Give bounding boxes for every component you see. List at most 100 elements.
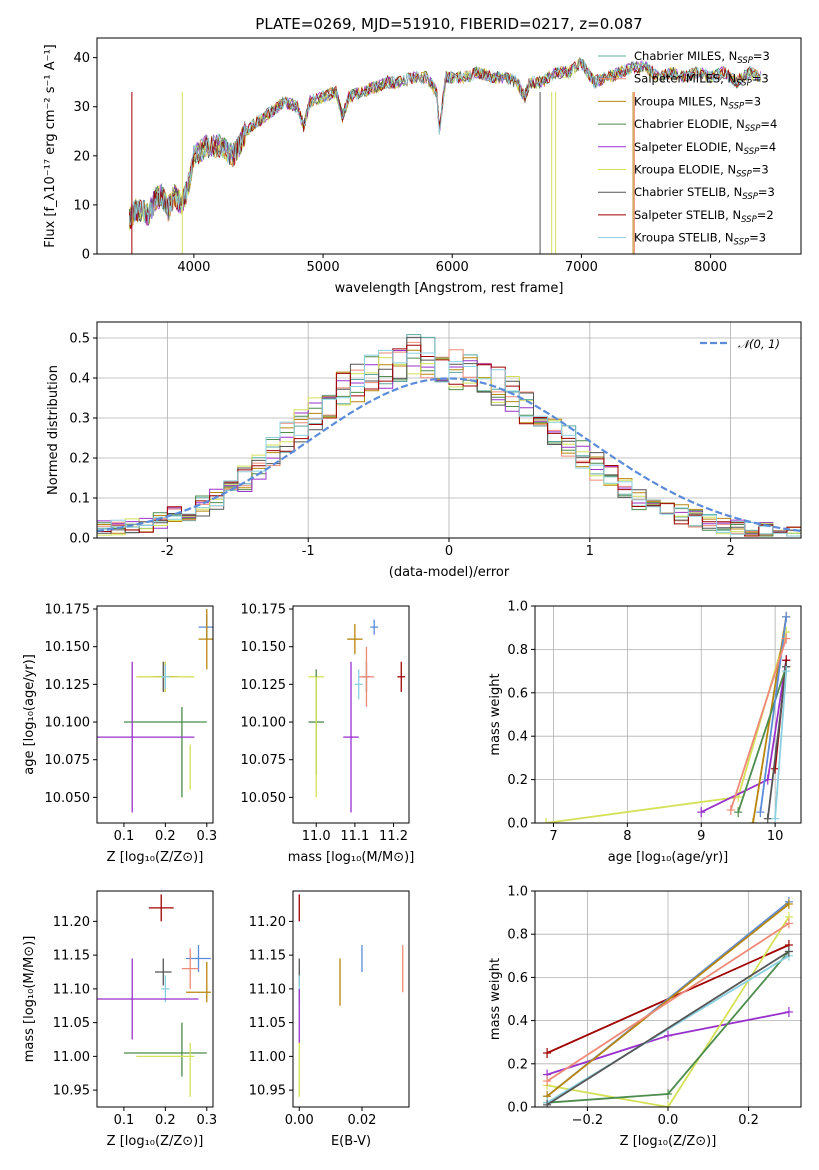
y-axis-label: mass [log₁₀(M/M⊙)]	[22, 936, 37, 1063]
x-tick-label: 8000	[694, 260, 727, 275]
legend-label-sub: SSP	[737, 56, 753, 66]
legend-label: Kroupa ELODIE, NSSP=3	[634, 163, 769, 180]
y-tick-label: 1.0	[507, 600, 528, 615]
y-tick-label: 11.05	[53, 1016, 90, 1031]
x-tick-label: -2	[161, 544, 174, 559]
legend-label-main: Salpeter MILES, N	[634, 72, 736, 86]
series-line	[737, 666, 788, 813]
x-tick-label: 9	[697, 829, 705, 844]
series-line	[729, 638, 788, 811]
y-tick-label: 40	[73, 51, 90, 66]
x-axis-label: Z [log₁₀(Z/Z⊙)]	[107, 1134, 204, 1149]
panel-residuals: 𝒩(0, 1) -2 -1 0 1 2 0.0 0.1 0.2 0.3 0.4 0.5 (data-mo…	[46, 321, 802, 580]
x-tick-label: 6000	[436, 260, 469, 275]
x-tick-label: 11.1	[340, 829, 369, 844]
series-line	[774, 671, 788, 819]
y-tick-label: 11.00	[53, 1050, 90, 1065]
axes-frame	[292, 890, 410, 1108]
y-tick-label: 0.8	[507, 928, 528, 943]
legend-label-suffix: =2	[757, 208, 774, 222]
y-tick-label: 10	[73, 198, 90, 213]
legend-label: Kroupa MILES, NSSP=3	[634, 94, 761, 111]
x-tick-label: 8	[623, 829, 631, 844]
x-tick-label: −0.2	[572, 1113, 604, 1128]
x-tick-label: 0.2	[155, 829, 176, 844]
y-axis-label: mass weight	[488, 673, 503, 755]
legend-label-sub: SSP	[734, 238, 750, 248]
plot-area-spectrum	[128, 56, 761, 254]
legend-label-main: Salpeter ELODIE, N	[634, 140, 744, 154]
y-tick-label: 0.2	[507, 773, 528, 788]
series-line	[546, 903, 790, 1097]
y-tick-label: 0.0	[69, 532, 90, 547]
spectrum-line-k-stelib	[128, 58, 761, 226]
panel-mw_vs_age: 7 8 9 10 0.0 0.2 0.4 0.6 0.8 1.0 age [log₁₀(age/yr…	[488, 600, 802, 865]
x-tick-label: 1	[586, 544, 594, 559]
y-tick-label: 0.8	[507, 643, 528, 658]
legend-label: Salpeter MILES, NSSP=3	[634, 72, 769, 89]
legend-label: Chabrier MILES, NSSP=3	[634, 49, 770, 66]
y-tick-label: 11.10	[53, 982, 90, 997]
x-axis-label: E(B-V)	[331, 1134, 371, 1149]
y-tick-label: 0.0	[507, 1101, 528, 1116]
legend-label-suffix: =4	[759, 140, 776, 154]
y-tick-label: 0.6	[507, 971, 528, 986]
x-tick-label: 7000	[565, 260, 598, 275]
y-tick-label: 10.100	[45, 716, 91, 731]
x-axis-label: Z [log₁₀(Z/Z⊙)]	[620, 1134, 717, 1149]
y-tick-label: 11.15	[249, 949, 286, 964]
legend-label-sub: SSP	[745, 124, 761, 134]
x-tick-label: 10	[767, 829, 784, 844]
x-tick-label: 0.2	[155, 1113, 176, 1128]
legend-label-main: Kroupa STELIB, N	[634, 231, 734, 245]
plot-area-mw_vs_age	[542, 611, 791, 823]
axes-frame	[534, 605, 802, 824]
y-tick-label: 10.175	[45, 603, 91, 618]
plot-area-mass_vs_ebv	[298, 894, 404, 1097]
y-tick-label: 10.075	[45, 753, 91, 768]
x-tick-label: 4000	[177, 260, 210, 275]
legend-label-suffix: =3	[752, 72, 769, 86]
y-axis-label: mass weight	[488, 958, 503, 1040]
x-tick-label: 11.2	[379, 829, 408, 844]
legend-label-main: Chabrier MILES, N	[634, 49, 737, 63]
y-tick-label: 10.125	[241, 678, 287, 693]
axes-frame	[96, 37, 802, 255]
x-tick-label: 0.02	[347, 1113, 376, 1128]
y-tick-label: 10.95	[53, 1084, 90, 1099]
x-tick-label: 5000	[307, 260, 340, 275]
normal-curve	[97, 377, 801, 533]
legend-label-sub: SSP	[744, 147, 760, 157]
legend-label-sub: SSP	[736, 170, 752, 180]
y-tick-label: 11.15	[53, 949, 90, 964]
y-tick-label: 10.150	[45, 640, 91, 655]
x-tick-label: 0.1	[114, 1113, 135, 1128]
axes-frame	[96, 890, 214, 1108]
x-tick-label: 11.0	[302, 829, 331, 844]
y-axis-label: Normed distribution	[46, 365, 61, 495]
series-line	[752, 616, 788, 823]
panel-mass_vs_ebv: 0.00 0.02 10.95 11.00 11.05 11.10 11.15 11.20 E(…	[249, 890, 410, 1149]
series-line	[546, 922, 790, 1082]
y-tick-label: 0.2	[507, 1057, 528, 1072]
plot-area-mw_vs_Z	[543, 896, 793, 1107]
y-axis-label: Flux [f_λ10⁻¹⁷ erg cm⁻² s⁻¹ A⁻¹]	[43, 44, 58, 248]
legend-label-main: Kroupa ELODIE, N	[634, 163, 736, 177]
x-axis-label: age [log₁₀(age/yr)]	[608, 850, 729, 865]
y-tick-label: 10.050	[45, 791, 91, 806]
legend-label-sub: SSP	[741, 215, 757, 225]
legend-label-sub: SSP	[736, 79, 752, 89]
x-tick-label: 0.3	[196, 829, 217, 844]
legend-label: Salpeter STELIB, NSSP=2	[634, 208, 774, 225]
y-tick-label: 20	[73, 149, 90, 164]
legend-label-main: Chabrier STELIB, N	[634, 185, 742, 199]
legend-label-main: Chabrier ELODIE, N	[634, 117, 745, 131]
y-tick-label: 0.3	[69, 412, 90, 427]
histogram-k-stelib	[97, 349, 801, 537]
y-tick-label: 0.4	[507, 730, 528, 745]
y-tick-label: 10.075	[241, 753, 287, 768]
x-axis-label: mass [log₁₀(M/M⊙)]	[288, 850, 415, 865]
plot-area-age_vs_mass	[308, 619, 406, 813]
legend-label-suffix: =3	[744, 94, 761, 108]
